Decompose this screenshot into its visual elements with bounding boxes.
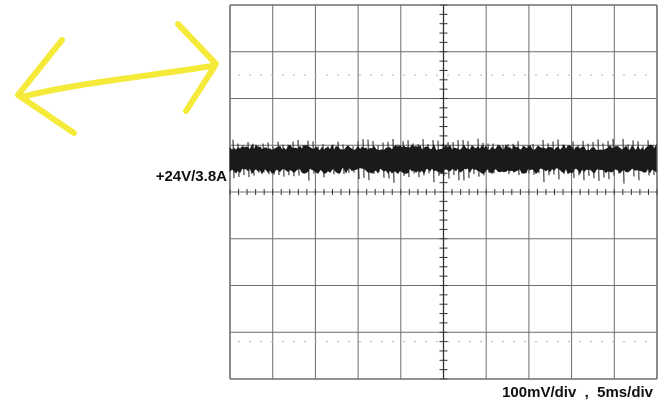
- trace-spike: [252, 143, 255, 176]
- trace-spike: [272, 146, 275, 175]
- waveform-trace: [229, 138, 657, 184]
- trace-spike: [532, 143, 535, 175]
- trace-spike: [342, 144, 345, 174]
- trace-spike: [412, 143, 415, 174]
- trace-spike: [622, 138, 625, 184]
- trace-spike: [557, 139, 560, 180]
- trace-spike: [242, 145, 245, 176]
- trace-spike: [647, 140, 650, 176]
- trace-spike: [577, 144, 580, 176]
- trace-spike: [447, 142, 450, 179]
- trace-spike: [417, 144, 420, 178]
- trace-spike: [572, 141, 575, 179]
- trace-spike: [587, 143, 590, 176]
- trace-spike: [407, 140, 410, 178]
- yellow-double-arrow-annotation: [15, 21, 219, 136]
- trace-spike: [257, 145, 260, 173]
- trace-spike: [457, 140, 460, 181]
- trace-spike: [502, 145, 505, 172]
- trace-spike: [367, 139, 370, 181]
- arrow-head-right: [175, 21, 219, 114]
- trace-spike: [267, 142, 270, 175]
- trace-spike: [527, 145, 530, 174]
- trace-spike: [372, 140, 375, 175]
- trace-spike: [247, 141, 250, 178]
- trace-spike: [307, 140, 310, 181]
- scale-label: 100mV/div , 5ms/div: [502, 384, 653, 401]
- trace-spike: [652, 145, 655, 175]
- trace-spike: [437, 140, 440, 176]
- trace-spike: [387, 141, 390, 179]
- trace-spike: [317, 146, 320, 171]
- trace-spike: [462, 139, 465, 181]
- trace-spike: [542, 139, 545, 183]
- trace-spike: [432, 140, 435, 183]
- trace-spike: [352, 146, 355, 173]
- arrow-head-left: [15, 37, 77, 136]
- trace-spike: [282, 144, 285, 177]
- trace-spike: [277, 141, 280, 176]
- trace-spike: [607, 140, 610, 180]
- trace-spike: [582, 140, 585, 181]
- trace-spike: [422, 139, 425, 176]
- trace-spike: [472, 146, 475, 174]
- trace-spike: [442, 143, 445, 177]
- trace-spike: [522, 145, 525, 171]
- trace-spike: [262, 143, 265, 173]
- trace-spike: [237, 143, 240, 177]
- trace-spike: [487, 143, 490, 173]
- trace-spike: [552, 141, 555, 175]
- trace-spike: [512, 143, 515, 173]
- trace-spike: [312, 141, 315, 174]
- trace-spike: [297, 139, 300, 176]
- trace-spike: [492, 143, 495, 174]
- trace-spike: [477, 138, 480, 177]
- trace-spike: [392, 138, 395, 183]
- trace-spike: [592, 141, 595, 179]
- trace-spike: [632, 140, 635, 177]
- trace-spike: [347, 145, 350, 173]
- graticule-grid: [229, 4, 658, 380]
- trace-spike: [357, 140, 360, 180]
- trace-spike: [382, 142, 385, 178]
- trace-spike: [377, 145, 380, 173]
- trace-spike: [482, 142, 485, 176]
- trace-spike: [567, 145, 570, 171]
- trace-spike: [337, 141, 340, 175]
- trace-spike: [287, 144, 290, 176]
- arrow-shaft: [19, 63, 215, 100]
- trace-spike: [232, 139, 235, 179]
- trace-spike: [547, 143, 550, 176]
- trace-spike: [397, 144, 400, 173]
- trace-spike: [327, 146, 330, 170]
- trace-spike: [402, 141, 405, 176]
- trace-spike: [562, 144, 565, 174]
- trace-spike: [617, 145, 620, 174]
- trace-spike: [302, 145, 305, 171]
- trace-spike: [627, 144, 630, 172]
- trace-spike: [362, 139, 365, 178]
- trace-spike: [602, 143, 605, 178]
- trace-spike: [452, 142, 455, 176]
- trace-spike: [517, 141, 520, 176]
- trace-spike: [322, 144, 325, 178]
- trace-spike: [507, 144, 510, 175]
- trace-spike: [612, 138, 615, 176]
- trace-spike: [497, 144, 500, 173]
- trace-spike: [467, 141, 470, 179]
- trace-spike: [537, 145, 540, 174]
- channel-label: +24V/3.8A: [155, 168, 227, 185]
- trace-spike: [597, 139, 600, 181]
- trace-spike: [292, 141, 295, 177]
- trace-spike: [637, 141, 640, 181]
- trace-spike: [332, 144, 335, 175]
- trace-spike: [642, 145, 645, 172]
- trace-spike: [427, 143, 430, 174]
